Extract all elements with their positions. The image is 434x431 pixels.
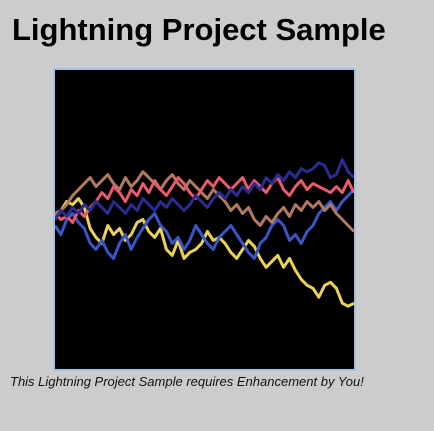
lightning-line-4 xyxy=(55,176,354,224)
lightning-line-3 xyxy=(55,170,354,233)
lightning-canvas[interactable] xyxy=(53,68,356,371)
caption-text: This Lightning Project Sample requires E… xyxy=(10,374,364,389)
lightning-line-5 xyxy=(55,158,354,221)
canvas-background xyxy=(55,70,354,369)
lightning-line-2 xyxy=(55,188,354,260)
page-title: Lightning Project Sample xyxy=(12,12,386,47)
lightning-canvas-svg xyxy=(55,70,354,369)
